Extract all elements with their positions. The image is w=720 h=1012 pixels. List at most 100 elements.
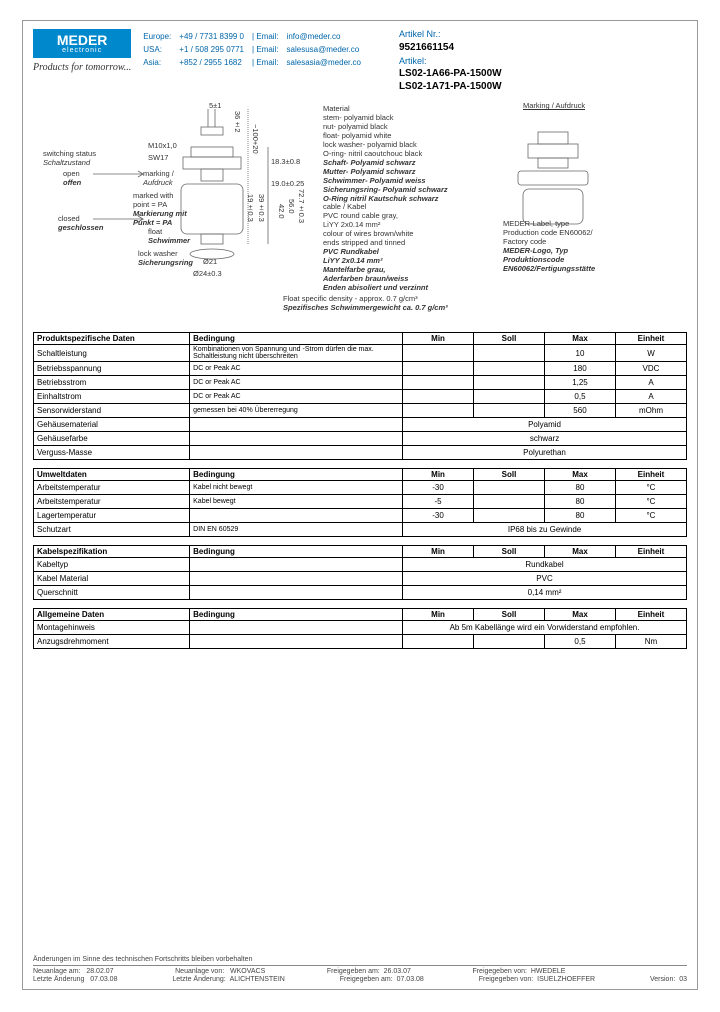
- param-cell: Gehäusematerial: [34, 418, 190, 432]
- value-cell: [474, 509, 545, 523]
- dim-183: 18.3±0.8: [271, 157, 300, 166]
- dim-193: 19±0.3: [246, 194, 255, 222]
- table-row: ArbeitstemperaturKabel nicht bewegt-3080…: [34, 481, 687, 495]
- table-section: KabelspezifikationBedingungMinSollMaxEin…: [33, 545, 687, 600]
- logo-name: MEDER: [41, 33, 123, 47]
- span-cell: Polyamid: [403, 418, 687, 432]
- value-cell: °C: [615, 481, 686, 495]
- logo-block: MEDER electronic Products for tomorrow..…: [33, 29, 131, 73]
- table-header: Soll: [474, 333, 545, 345]
- table-row: BetriebsspannungDC or Peak AC180VDC: [34, 362, 687, 376]
- table-header: Soll: [474, 546, 545, 558]
- value-cell: [474, 390, 545, 404]
- label-float: floatSchwimmer: [148, 227, 190, 245]
- contact-row: Asia:+852 / 2955 1682| Email:salesasia@m…: [143, 57, 367, 68]
- dim-19: 19.0±0.25: [271, 179, 304, 188]
- param-cell: Anzugsdrehmoment: [34, 635, 190, 649]
- cond-cell: [190, 586, 403, 600]
- label-markedwith: marked withpoint = PAMarkierung mitPunkt…: [133, 191, 187, 227]
- dim-36: 36±2: [233, 111, 242, 133]
- dim-sw17: SW17: [148, 153, 168, 162]
- value-cell: 560: [545, 404, 616, 418]
- density-block: Float specific density - approx. 0.7 g/c…: [283, 294, 583, 312]
- table-header: Einheit: [615, 546, 686, 558]
- table-header: Min: [403, 333, 474, 345]
- table-title: Kabelspezifikation: [34, 546, 190, 558]
- param-cell: Schutzart: [34, 523, 190, 537]
- table-header: Soll: [474, 469, 545, 481]
- table-row: KabeltypRundkabel: [34, 558, 687, 572]
- table-row: Sensorwiderstandgemessen bei 40% Übererr…: [34, 404, 687, 418]
- article-line: LS02-1A71-PA-1500W: [399, 80, 502, 93]
- value-cell: [474, 345, 545, 362]
- value-cell: A: [615, 376, 686, 390]
- cond-cell: [190, 509, 403, 523]
- value-cell: 0,5: [545, 390, 616, 404]
- param-cell: Betriebsstrom: [34, 376, 190, 390]
- marking-labels: MEDER-Label, typeProduction code EN60062…: [503, 219, 673, 273]
- param-cell: Querschnitt: [34, 586, 190, 600]
- value-cell: [403, 376, 474, 390]
- data-table: Allgemeine DatenBedingungMinSollMaxEinhe…: [33, 608, 687, 649]
- cable-block: cable / Kabel PVC round cable gray,LiYY …: [323, 202, 483, 292]
- dim-21: Ø21: [203, 257, 217, 266]
- header: MEDER electronic Products for tomorrow..…: [33, 29, 687, 93]
- table-row: BetriebsstromDC or Peak AC1,25A: [34, 376, 687, 390]
- footer-row-2: Letzte Änderung 07.03.08 Letzte Änderung…: [33, 976, 687, 983]
- table-header: Max: [545, 546, 616, 558]
- footer-row-1: Neuanlage am: 28.02.07 Neuanlage von: WK…: [33, 968, 687, 975]
- value-cell: [403, 404, 474, 418]
- contact-row: Europe:+49 / 7731 8399 0| Email:info@med…: [143, 31, 367, 42]
- footer-note: Änderungen im Sinne des technischen Fort…: [33, 956, 687, 963]
- span-cell: schwarz: [403, 432, 687, 446]
- value-cell: [474, 481, 545, 495]
- span-cell: IP68 bis zu Gewinde: [403, 523, 687, 537]
- label-open: openoffen: [63, 169, 81, 187]
- value-cell: mOhm: [615, 404, 686, 418]
- cond-cell: [190, 446, 403, 460]
- value-cell: °C: [615, 509, 686, 523]
- table-header: Einheit: [615, 469, 686, 481]
- table-row: Anzugsdrehmoment0,5Nm: [34, 635, 687, 649]
- param-cell: Betriebsspannung: [34, 362, 190, 376]
- table-row: Gehäusefarbeschwarz: [34, 432, 687, 446]
- dim-42: 42.0: [277, 204, 286, 219]
- cond-cell: [190, 558, 403, 572]
- technical-drawing: switching statusSchaltzustand openoffen …: [33, 99, 687, 324]
- table-header: Bedingung: [190, 333, 403, 345]
- table-header: Max: [545, 333, 616, 345]
- label-closed: closedgeschlossen: [58, 214, 103, 232]
- label-marking: marking /Aufdruck: [143, 169, 174, 187]
- param-cell: Verguss-Masse: [34, 446, 190, 460]
- article-block: Artikel Nr.: 9521661154 Artikel: LS02-1A…: [399, 29, 502, 93]
- value-cell: [474, 495, 545, 509]
- span-cell: PVC: [403, 572, 687, 586]
- value-cell: -5: [403, 495, 474, 509]
- value-cell: [403, 362, 474, 376]
- param-cell: Schaltleistung: [34, 345, 190, 362]
- cond-cell: [190, 635, 403, 649]
- value-cell: -30: [403, 509, 474, 523]
- article-nr: 9521661154: [399, 42, 454, 53]
- value-cell: 80: [545, 481, 616, 495]
- value-cell: 180: [545, 362, 616, 376]
- param-cell: Arbeitstemperatur: [34, 495, 190, 509]
- span-cell: Ab 5m Kabellänge wird ein Vorwiderstand …: [403, 621, 687, 635]
- value-cell: A: [615, 390, 686, 404]
- cond-cell: [190, 572, 403, 586]
- table-row: Querschnitt 0,14 mm²: [34, 586, 687, 600]
- table-header: Min: [403, 546, 474, 558]
- span-cell: Polyurethan: [403, 446, 687, 460]
- span-cell: 0,14 mm²: [403, 586, 687, 600]
- cond-cell: [190, 418, 403, 432]
- table-header: Einheit: [615, 609, 686, 621]
- page-inner: MEDER electronic Products for tomorrow..…: [22, 20, 698, 990]
- data-table: KabelspezifikationBedingungMinSollMaxEin…: [33, 545, 687, 600]
- span-cell: Rundkabel: [403, 558, 687, 572]
- marking-title: Marking / Aufdruck: [523, 101, 585, 110]
- meder-logo: MEDER electronic: [33, 29, 131, 58]
- cond-cell: gemessen bei 40% Übererregung: [190, 404, 403, 418]
- param-cell: Sensorwiderstand: [34, 404, 190, 418]
- dim-m10: M10x1,0: [148, 141, 177, 150]
- logo-sub: electronic: [41, 47, 123, 54]
